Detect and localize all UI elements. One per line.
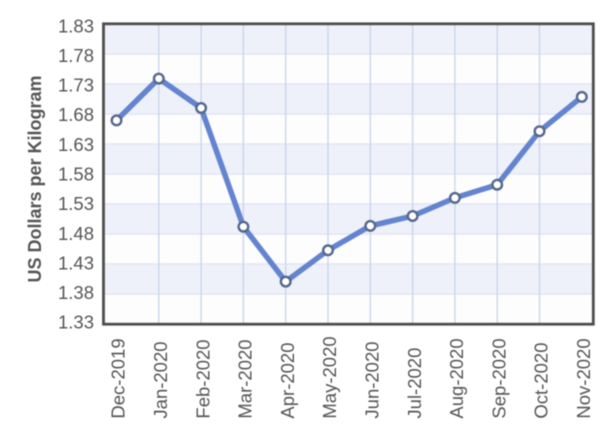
svg-text:1.68: 1.68	[58, 104, 94, 125]
svg-text:1.83: 1.83	[58, 15, 94, 36]
svg-text:Mar-2020: Mar-2020	[235, 339, 256, 418]
svg-text:1.33: 1.33	[58, 312, 94, 333]
svg-text:1.43: 1.43	[58, 252, 94, 273]
svg-text:Oct-2020: Oct-2020	[531, 342, 552, 418]
svg-text:1.78: 1.78	[58, 45, 94, 66]
svg-text:Dec-2019: Dec-2019	[108, 338, 129, 418]
svg-text:Aug-2020: Aug-2020	[446, 338, 467, 418]
svg-text:Apr-2020: Apr-2020	[277, 342, 298, 418]
svg-text:Jul-2020: Jul-2020	[404, 348, 425, 419]
svg-text:Jan-2020: Jan-2020	[150, 341, 171, 418]
svg-text:1.63: 1.63	[58, 134, 94, 155]
svg-text:1.58: 1.58	[58, 164, 94, 185]
svg-text:1.53: 1.53	[58, 193, 94, 214]
svg-text:Sep-2020: Sep-2020	[488, 338, 509, 418]
svg-text:Feb-2020: Feb-2020	[192, 339, 213, 418]
svg-text:Nov-2020: Nov-2020	[573, 338, 594, 418]
svg-text:Jun-2020: Jun-2020	[362, 341, 383, 418]
svg-text:1.38: 1.38	[58, 282, 94, 303]
svg-text:1.48: 1.48	[58, 223, 94, 244]
svg-text:1.73: 1.73	[58, 75, 94, 96]
svg-text:US Dollars per Kilogram: US Dollars per Kilogram	[25, 75, 45, 282]
svg-text:May-2020: May-2020	[319, 336, 340, 418]
